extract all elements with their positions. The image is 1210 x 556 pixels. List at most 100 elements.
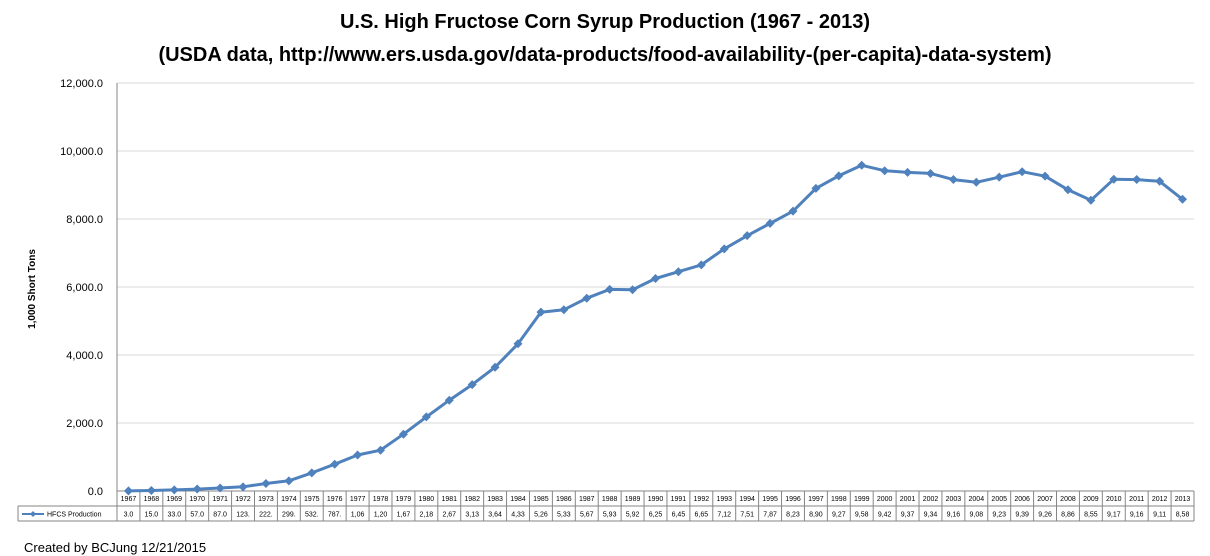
data-point [719, 244, 729, 254]
x-tick-label: 2005 [991, 496, 1007, 503]
x-tick-label: 2011 [1129, 496, 1144, 503]
data-table-value: 6,65 [695, 512, 709, 519]
x-tick-label: 1992 [694, 496, 710, 503]
data-table-value: 532. [305, 512, 319, 519]
legend-marker [30, 511, 36, 517]
x-tick-label: 1988 [602, 496, 618, 503]
x-tick-label: 1996 [785, 496, 801, 503]
data-table-value: 8,23 [786, 512, 800, 519]
data-table-value: 5,67 [580, 512, 594, 519]
x-tick-label: 1990 [648, 496, 664, 503]
x-tick-label: 1987 [579, 496, 595, 503]
data-point [123, 486, 133, 496]
series-hfcs-production [123, 160, 1188, 496]
data-table-value: 9,17 [1107, 512, 1121, 519]
data-point [765, 218, 775, 228]
data-table-value: 57.0 [190, 512, 204, 519]
x-tick-label: 1986 [556, 496, 572, 503]
x-tick-label: 2009 [1083, 496, 1099, 503]
data-point [238, 482, 248, 492]
x-tick-label: 1967 [121, 496, 137, 503]
data-table-value: 5,33 [557, 512, 571, 519]
data-table-value: 123. [236, 512, 250, 519]
data-table-value: 5,92 [626, 512, 640, 519]
x-tick-label: 1998 [831, 496, 847, 503]
data-table-value: 7,87 [763, 512, 777, 519]
data-table-value: 2,18 [420, 512, 434, 519]
data-point [215, 483, 225, 493]
x-tick-label: 1969 [166, 496, 182, 503]
data-point [1040, 171, 1050, 181]
data-point [398, 429, 408, 439]
x-tick-label: 2013 [1175, 496, 1191, 503]
data-point [146, 485, 156, 495]
data-point [1109, 174, 1119, 184]
data-point [1155, 176, 1165, 186]
x-tick-label: 1984 [510, 496, 526, 503]
x-tick-label: 2010 [1106, 496, 1122, 503]
x-tick-label: 1968 [144, 496, 160, 503]
data-point [1063, 185, 1073, 195]
data-table-value: 33.0 [167, 512, 181, 519]
data-table: HFCS Production 1967 3.0 1968 15.0 1969 33.0 19… [17, 490, 1195, 522]
data-point [513, 339, 523, 349]
data-point [582, 293, 592, 303]
gridlines [116, 82, 1194, 521]
x-tick-label: 1995 [762, 496, 778, 503]
data-table-value: 9,23 [992, 512, 1006, 519]
y-tick-label: 8,000.0 [66, 214, 103, 226]
data-point [880, 166, 890, 176]
chart-subtitle: (USDA data, http://www.ers.usda.gov/data… [158, 44, 1051, 66]
data-table-value: 787. [328, 512, 342, 519]
data-table-value: 9,16 [947, 512, 961, 519]
x-tick-label: 1981 [441, 496, 457, 503]
y-tick-label: 12,000.0 [60, 78, 103, 90]
data-table-value: 5,26 [534, 512, 548, 519]
data-point [467, 380, 477, 390]
data-point [971, 177, 981, 187]
x-tick-label: 1997 [808, 496, 824, 503]
y-tick-label: 2,000.0 [66, 418, 103, 430]
x-tick-label: 1976 [327, 496, 343, 503]
x-tick-label: 2003 [946, 496, 962, 503]
data-table-value: 9,08 [969, 512, 983, 519]
data-table-value: 7,51 [740, 512, 754, 519]
x-tick-label: 1980 [419, 496, 435, 503]
x-tick-label: 1993 [716, 496, 732, 503]
data-point [834, 171, 844, 181]
data-point [261, 478, 271, 488]
data-point [696, 260, 706, 270]
data-table-value: 9,42 [878, 512, 892, 519]
footer-credit: Created by BCJung 12/21/2015 [24, 540, 207, 555]
data-point [421, 412, 431, 422]
data-table-value: 8,55 [1084, 512, 1098, 519]
data-point [490, 362, 500, 372]
x-tick-label: 2012 [1152, 496, 1168, 503]
data-point [169, 485, 179, 495]
data-table-value: 9,27 [832, 512, 846, 519]
data-point [651, 274, 660, 283]
x-tick-label: 1977 [350, 496, 366, 503]
data-table-value: 15.0 [145, 512, 159, 519]
x-tick-label: 1975 [304, 496, 320, 503]
data-point [192, 484, 202, 494]
y-tick-label: 0.0 [88, 486, 103, 498]
data-table-value: 9,37 [901, 512, 915, 519]
data-point [284, 476, 294, 486]
y-axis-label: 1,000 Short Tons [27, 249, 38, 329]
y-tick-label: 10,000.0 [60, 146, 103, 158]
data-table-value: 9,39 [1015, 512, 1029, 519]
x-tick-label: 1999 [854, 496, 870, 503]
x-tick-label: 1978 [373, 496, 389, 503]
data-table-value: 9,16 [1130, 512, 1144, 519]
data-point [559, 305, 569, 315]
data-point [1178, 194, 1188, 204]
x-tick-label: 2006 [1014, 496, 1030, 503]
data-table-value: 3.0 [124, 512, 134, 519]
data-point [925, 168, 935, 178]
data-point [605, 284, 615, 294]
data-point [857, 160, 867, 170]
data-table-value: 3,64 [488, 512, 502, 519]
x-tick-label: 2001 [900, 496, 916, 503]
chart-title: U.S. High Fructose Corn Syrup Production… [340, 11, 870, 33]
